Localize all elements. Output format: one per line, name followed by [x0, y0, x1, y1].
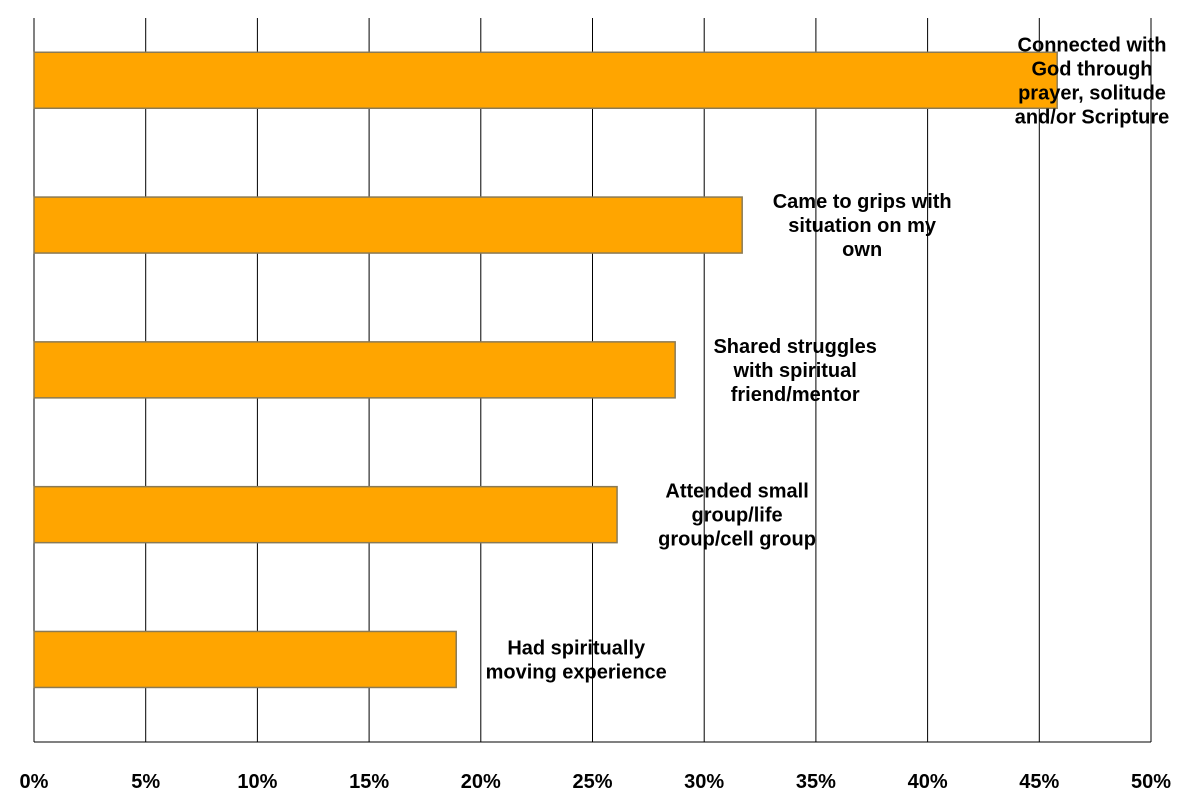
bar-0 — [34, 52, 1057, 108]
bar-label-line: Had spiritually — [507, 637, 646, 659]
bar-2 — [34, 342, 675, 398]
x-tick-label-15: 15% — [349, 771, 389, 792]
x-tick-label-35: 35% — [796, 771, 836, 792]
bar-label-line: Connected with — [1018, 34, 1167, 56]
x-tick-label-40: 40% — [908, 771, 948, 792]
bar-label-line: group/life — [692, 505, 783, 527]
bar-label-line: group/cell group — [658, 529, 816, 551]
x-tick-label-5: 5% — [131, 771, 160, 792]
bar-label-1: Came to grips with situation on my own — [773, 191, 952, 261]
bar-label-line: Attended small — [665, 481, 808, 503]
bar-label-line: Shared struggles — [713, 336, 876, 358]
bar-label-line: Came to grips with — [773, 191, 952, 213]
bar-label-line: moving experience — [486, 661, 667, 683]
bar-label-line: own — [842, 239, 882, 261]
x-tick-label-0: 0% — [20, 771, 49, 792]
bar-label-line: with spiritual — [732, 360, 856, 382]
x-tick-label-10: 10% — [237, 771, 277, 792]
x-axis-tick-labels: 0% 5% 10% 15% 20% 25% 30% 35% 40% 45% 50% — [20, 771, 1172, 792]
bar-label-line: God through — [1031, 58, 1152, 80]
bar-label-4: Had spiritually moving experience — [486, 637, 667, 683]
bar-label-line: situation on my — [788, 215, 937, 237]
x-tick-label-20: 20% — [461, 771, 501, 792]
bar-label-2: Shared struggles with spiritual friend/men… — [713, 336, 876, 406]
x-tick-label-45: 45% — [1019, 771, 1059, 792]
x-tick-label-30: 30% — [684, 771, 724, 792]
bar-label-3: Attended small group/life group/cell group — [658, 481, 816, 551]
x-tick-label-25: 25% — [572, 771, 612, 792]
bar-1 — [34, 197, 742, 253]
bar-label-line: and/or Scripture — [1015, 106, 1169, 128]
bar-4 — [34, 631, 456, 687]
x-tick-label-50: 50% — [1131, 771, 1171, 792]
bar-label-line: friend/mentor — [731, 384, 860, 406]
bars — [34, 52, 1057, 687]
bar-3 — [34, 487, 617, 543]
bar-label-line: prayer, solitude — [1018, 82, 1166, 104]
